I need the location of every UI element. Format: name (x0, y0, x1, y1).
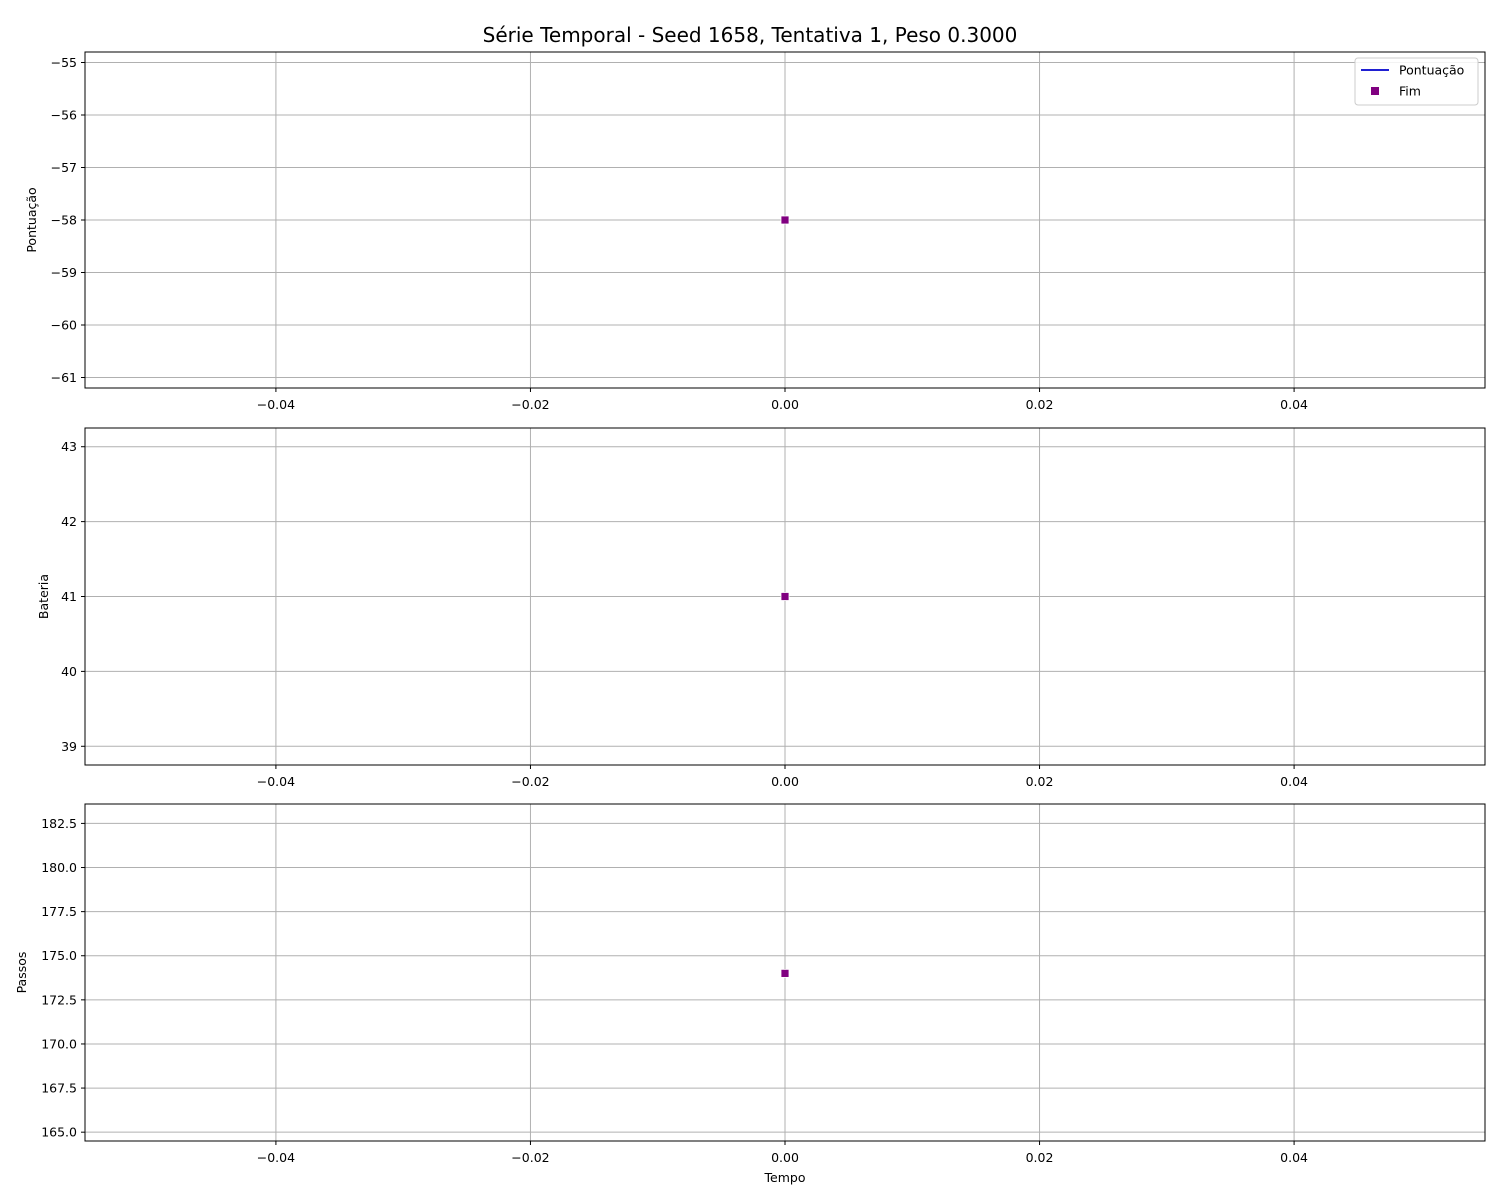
y-tick-label: 39 (61, 739, 77, 754)
y-tick-label: 42 (61, 514, 77, 529)
x-tick-label: 0.04 (1280, 1150, 1308, 1165)
y-tick-label: −61 (51, 370, 77, 385)
y-tick-label: −55 (51, 55, 77, 70)
x-tick-label: −0.04 (257, 1150, 295, 1165)
y-axis-label: Bateria (36, 574, 51, 619)
x-tick-label: 0.04 (1280, 774, 1308, 789)
x-tick-label: 0.00 (771, 1150, 799, 1165)
subplots: −0.04 −0.02 0.00 0.02 0.04 −55 −56 −57 −58 −59 −60… (14, 51, 1486, 1185)
x-axis-label: Tempo (764, 1170, 806, 1185)
x-tick-label: 0.02 (1026, 1150, 1054, 1165)
y-tick-label: 172.5 (41, 992, 77, 1007)
axes-frame (84, 51, 1486, 389)
y-tick-label: 43 (61, 439, 77, 454)
y-tick-label: 182.5 (41, 816, 77, 831)
y-tick-label: 41 (61, 589, 77, 604)
chart-title: Série Temporal - Seed 1658, Tentativa 1,… (483, 23, 1018, 47)
y-tick-label: 175.0 (41, 948, 77, 963)
y-tick-label: −57 (51, 160, 77, 175)
subplot-2: −0.04 −0.02 0.00 0.02 0.04 39 40 41 42 43 Bateria (36, 427, 1486, 789)
y-tick-label: −59 (51, 265, 77, 280)
y-tick-label: −58 (51, 213, 77, 228)
y-axis-label: Passos (14, 952, 29, 994)
x-tick-label: −0.04 (257, 397, 295, 412)
y-tick-label: 170.0 (41, 1036, 77, 1051)
axes-frame (84, 803, 1486, 1142)
legend-entry-label: Fim (1399, 84, 1421, 99)
legend: Pontuação Fim (1354, 57, 1479, 106)
x-tick-label: −0.02 (511, 1150, 549, 1165)
legend-entry-label: Pontuação (1399, 63, 1464, 78)
y-axis-label: Pontuação (24, 187, 39, 252)
axes-frame (84, 427, 1486, 766)
subplot-1: −0.04 −0.02 0.00 0.02 0.04 −55 −56 −57 −58 −59 −60… (24, 51, 1486, 412)
subplot-3: −0.04 −0.02 0.00 0.02 0.04 165.0 167.5 170.0 172… (14, 803, 1486, 1185)
x-tick-label: 0.02 (1026, 397, 1054, 412)
y-tick-label: 177.5 (41, 904, 77, 919)
y-tick-label: −56 (51, 108, 77, 123)
x-tick-label: 0.00 (771, 774, 799, 789)
legend-marker-swatch (1371, 87, 1379, 95)
x-tick-label: −0.02 (511, 397, 549, 412)
x-tick-label: 0.04 (1280, 397, 1308, 412)
x-tick-label: 0.02 (1026, 774, 1054, 789)
y-tick-label: 180.0 (41, 860, 77, 875)
y-tick-label: 165.0 (41, 1125, 77, 1140)
end-marker-point (780, 592, 790, 601)
y-tick-label: 167.5 (41, 1081, 77, 1096)
end-marker-point (780, 968, 790, 978)
end-marker-point (780, 215, 790, 225)
x-tick-label: −0.04 (257, 774, 295, 789)
x-tick-label: −0.02 (511, 774, 549, 789)
y-tick-label: 40 (61, 664, 77, 679)
x-tick-label: 0.00 (771, 397, 799, 412)
y-tick-label: −60 (51, 318, 77, 333)
